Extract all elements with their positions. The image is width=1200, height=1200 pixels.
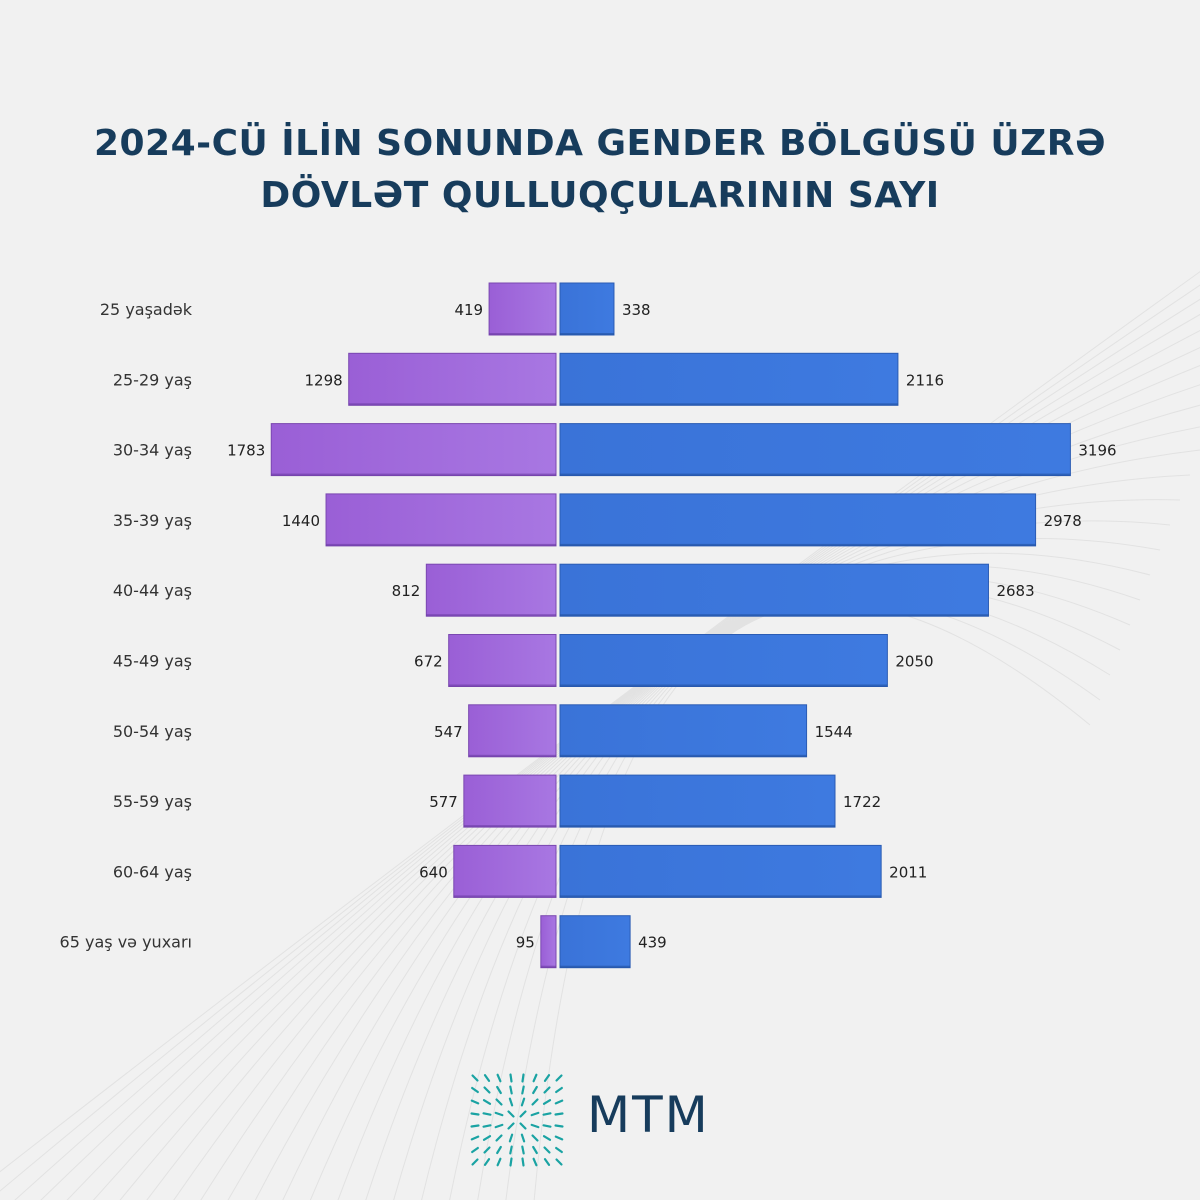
- bar-female-shadow: [271, 473, 556, 476]
- bar-female: [488, 282, 557, 336]
- category-label: 25-29 yaş: [113, 370, 192, 389]
- bar-male-shadow: [560, 754, 807, 757]
- bar-male: [559, 634, 888, 687]
- bar-male-shadow: [560, 333, 614, 335]
- bar-female-shadow: [468, 754, 556, 757]
- value-label-female: 1298: [305, 371, 343, 389]
- bar-female: [448, 634, 557, 687]
- bar-female-shadow: [426, 614, 556, 617]
- mtm-logo: MTM: [467, 1070, 767, 1170]
- bar-male: [559, 915, 631, 969]
- value-label-male: 2683: [996, 582, 1034, 600]
- bar-female: [540, 915, 557, 969]
- bar-male: [559, 352, 899, 406]
- chart-title: 2024-CÜ İLİN SONUNDA GENDER BÖLGÜSÜ ÜZRƏ…: [0, 118, 1200, 222]
- value-label-male: 2050: [895, 653, 933, 671]
- value-label-female: 95: [516, 934, 535, 952]
- value-label-female: 419: [454, 301, 483, 319]
- category-label: 55-59 yaş: [113, 792, 192, 811]
- value-label-female: 547: [434, 723, 463, 741]
- bar-female: [325, 493, 557, 547]
- value-label-female: 577: [429, 793, 458, 811]
- value-label-male: 439: [638, 934, 667, 952]
- value-label-female: 672: [414, 653, 443, 671]
- value-label-male: 2978: [1044, 512, 1082, 530]
- value-label-male: 2011: [889, 863, 927, 881]
- category-label: 25 yaşadək: [100, 300, 193, 319]
- category-label: 45-49 yaş: [113, 652, 192, 671]
- bar-male: [559, 493, 1037, 547]
- bar-male-shadow: [560, 473, 1071, 476]
- logo-text: MTM: [587, 1086, 710, 1144]
- category-label: 40-44 yaş: [113, 581, 192, 600]
- bar-male-shadow: [560, 965, 631, 968]
- bar-female: [453, 844, 557, 898]
- title-line-2: DÖVLƏT QULLUQÇULARININ SAYI: [260, 175, 940, 216]
- bar-male: [559, 282, 615, 336]
- bar-male-shadow: [560, 825, 836, 828]
- bar-female-shadow: [348, 403, 556, 406]
- bar-female-shadow: [453, 895, 556, 898]
- bar-female: [270, 423, 557, 477]
- starburst-grid-icon: [470, 1073, 564, 1167]
- bar-female-shadow: [489, 333, 556, 335]
- value-label-female: 1783: [227, 442, 265, 460]
- bar-female: [468, 704, 557, 758]
- value-label-male: 3196: [1078, 442, 1116, 460]
- category-label: 50-54 yaş: [113, 722, 192, 741]
- bar-male-shadow: [560, 684, 888, 687]
- bar-female-shadow: [326, 543, 556, 546]
- bar-female-shadow: [463, 825, 556, 828]
- category-label: 35-39 yaş: [113, 511, 192, 530]
- bar-female-shadow: [540, 965, 556, 968]
- bar-male: [559, 774, 836, 828]
- bar-female-shadow: [448, 684, 556, 687]
- category-label: 30-34 yaş: [113, 441, 192, 460]
- value-label-female: 812: [392, 582, 421, 600]
- category-label: 65 yaş və yuxarı: [60, 933, 192, 952]
- value-label-male: 338: [622, 301, 651, 319]
- bar-male: [559, 563, 989, 617]
- bar-male-shadow: [560, 895, 882, 898]
- bar-male-shadow: [560, 614, 989, 617]
- value-label-male: 2116: [906, 371, 944, 389]
- bar-female: [425, 563, 557, 617]
- value-label-male: 1544: [815, 723, 853, 741]
- value-label-female: 1440: [282, 512, 320, 530]
- title-line-1: 2024-CÜ İLİN SONUNDA GENDER BÖLGÜSÜ ÜZRƏ: [93, 123, 1107, 164]
- bar-male: [559, 704, 808, 758]
- bar-female: [348, 352, 557, 406]
- bar-male: [559, 844, 882, 898]
- bar-male-shadow: [560, 403, 898, 406]
- bar-male: [559, 423, 1071, 477]
- category-label: 60-64 yaş: [113, 862, 192, 881]
- bar-male-shadow: [560, 543, 1036, 546]
- value-label-male: 1722: [843, 793, 881, 811]
- value-label-female: 640: [419, 863, 448, 881]
- bar-female: [463, 774, 557, 828]
